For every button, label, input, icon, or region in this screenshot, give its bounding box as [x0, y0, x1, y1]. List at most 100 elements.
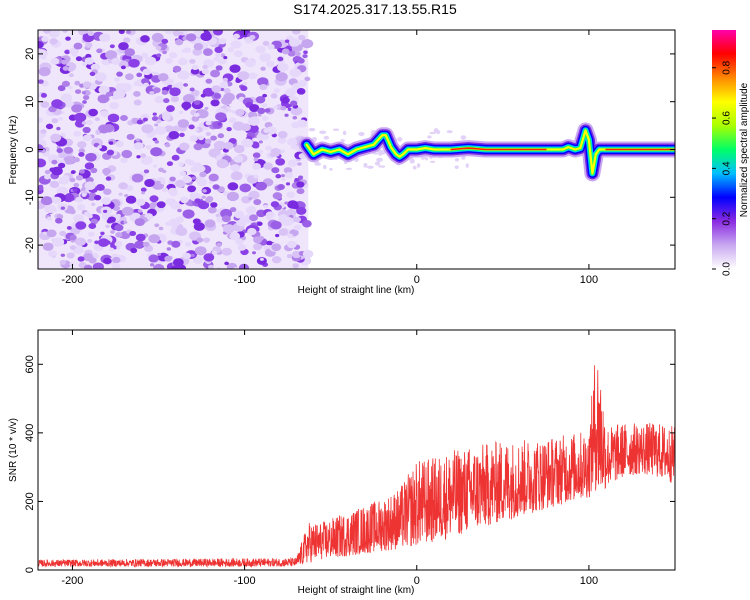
speckle: [424, 157, 429, 161]
noise-blob: [118, 42, 129, 51]
noise-blob: [170, 96, 179, 103]
noise-blob: [191, 176, 197, 180]
noise-blob: [67, 157, 73, 162]
noise-blob: [253, 236, 263, 244]
noise-blob: [166, 161, 174, 167]
y-tick-label: 200: [24, 492, 36, 510]
noise-blob: [248, 190, 260, 200]
noise-blob: [193, 43, 204, 51]
noise-blob: [171, 154, 180, 161]
noise-blob: [84, 181, 96, 190]
noise-blob: [154, 140, 160, 144]
noise-blob: [190, 253, 195, 257]
noise-blob: [123, 220, 128, 224]
noise-blob: [46, 216, 53, 221]
noise-blob: [43, 30, 51, 34]
noise-blob: [81, 121, 87, 125]
noise-blob: [75, 89, 82, 94]
speckle: [312, 136, 317, 141]
colorbar-label: Normalized spectral amplitude: [739, 82, 750, 217]
noise-blob: [103, 172, 109, 176]
noise-blob: [270, 220, 282, 230]
noise-blob: [121, 149, 133, 159]
noise-blob: [43, 231, 48, 236]
noise-blob: [196, 109, 209, 119]
noise-blob: [81, 91, 87, 95]
noise-blob: [149, 263, 155, 267]
noise-blob: [158, 226, 164, 231]
noise-blob: [260, 66, 266, 71]
noise-blob: [140, 155, 153, 165]
noise-blob: [247, 227, 257, 236]
colorbar-tick-label: 0.0: [722, 262, 733, 276]
noise-blob: [97, 94, 110, 104]
noise-blob: [177, 70, 190, 80]
noise-blob: [140, 187, 147, 192]
noise-blob: [142, 241, 150, 247]
noise-blob: [99, 110, 109, 118]
noise-blob: [82, 134, 92, 142]
noise-blob: [63, 146, 74, 154]
noise-blob: [252, 163, 261, 170]
y-tick-label: 0: [24, 567, 36, 573]
noise-blob: [218, 38, 227, 45]
noise-blob: [118, 192, 123, 196]
noise-blob: [154, 223, 160, 228]
noise-blob: [133, 81, 141, 87]
noise-blob: [289, 68, 302, 78]
noise-blob: [82, 100, 87, 104]
noise-blob: [272, 192, 283, 200]
noise-blob: [296, 206, 307, 215]
noise-blob: [196, 165, 206, 173]
noise-blob: [177, 81, 184, 87]
noise-blob: [296, 181, 305, 188]
noise-blob: [217, 133, 225, 139]
noise-blob: [221, 96, 233, 106]
noise-blob: [100, 231, 105, 236]
noise-blob: [223, 88, 231, 94]
noise-blob: [245, 206, 257, 215]
noise-blob: [87, 239, 93, 243]
noise-blob: [235, 238, 244, 245]
noise-blob: [69, 47, 79, 55]
noise-blob: [52, 196, 62, 204]
noise-blob: [275, 233, 280, 238]
noise-blob: [73, 42, 83, 50]
noise-blob: [115, 140, 124, 148]
noise-blob: [262, 40, 270, 47]
noise-blob: [212, 121, 223, 130]
noise-blob: [200, 93, 206, 98]
noise-blob: [271, 243, 282, 251]
speckle: [355, 158, 359, 162]
speckle: [329, 167, 333, 171]
y-tick-label: -10: [24, 189, 36, 205]
noise-blob: [155, 45, 162, 51]
noise-blob: [257, 107, 266, 115]
noise-blob: [164, 30, 175, 35]
noise-blob: [255, 96, 266, 104]
noise-blob: [223, 56, 228, 60]
noise-blob: [192, 256, 203, 264]
noise-blob: [175, 226, 188, 236]
noise-blob: [153, 164, 158, 168]
noise-blob: [129, 230, 137, 237]
noise-blob: [255, 45, 266, 54]
noise-blob: [177, 119, 190, 128]
spectrogram-plot-area: [38, 30, 675, 269]
noise-blob: [103, 257, 112, 265]
noise-blob: [98, 238, 110, 247]
noise-blob: [166, 247, 171, 251]
x-tick-label: -200: [61, 575, 83, 587]
noise-blob: [91, 202, 96, 206]
noise-blob: [66, 226, 72, 230]
noise-blob: [277, 131, 288, 139]
noise-blob: [293, 224, 302, 231]
noise-blob: [109, 247, 114, 252]
noise-blob: [109, 102, 119, 110]
noise-blob: [105, 240, 111, 245]
noise-blob: [103, 188, 112, 196]
noise-blob: [253, 198, 262, 206]
noise-blob: [193, 143, 203, 151]
noise-blob: [242, 81, 248, 86]
noise-blob: [90, 218, 99, 225]
